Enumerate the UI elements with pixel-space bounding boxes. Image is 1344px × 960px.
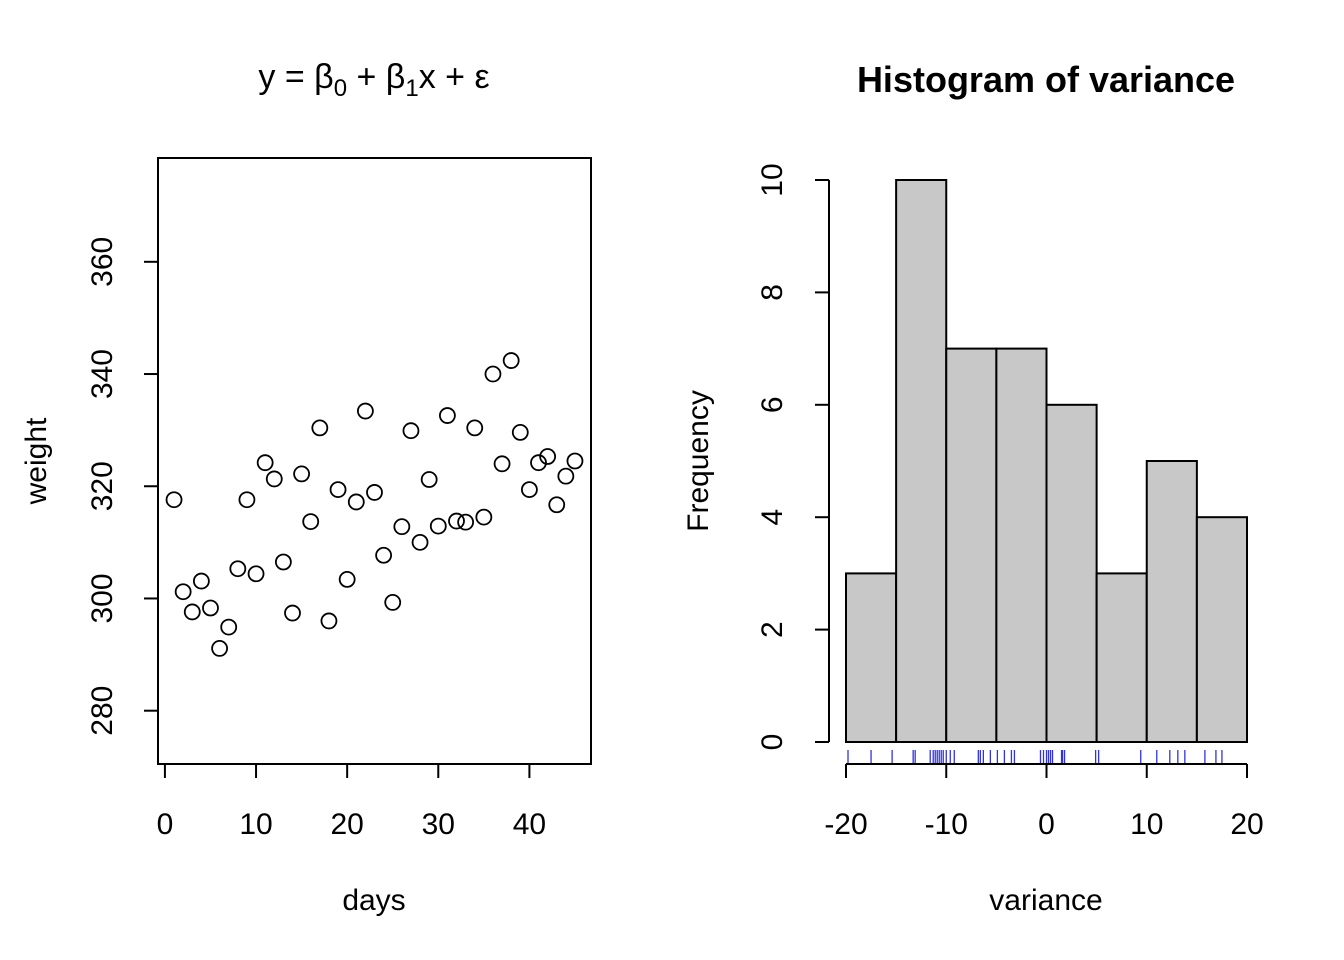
scatter-point bbox=[448, 512, 465, 530]
histogram-x-axis: -20 -10 0 10 20 bbox=[824, 763, 1264, 841]
scatter-point bbox=[420, 471, 438, 488]
scatter-y-tick-label: 340 bbox=[86, 349, 119, 399]
title-sub-1: 1 bbox=[405, 75, 418, 102]
scatter-point bbox=[284, 604, 301, 622]
scatter-point bbox=[438, 407, 456, 424]
histogram-rug bbox=[847, 750, 1223, 764]
histogram-bars bbox=[845, 179, 1248, 744]
scatter-point bbox=[466, 419, 484, 437]
histogram-bar bbox=[845, 572, 898, 744]
scatter-point bbox=[338, 570, 356, 588]
scatter-point bbox=[183, 603, 201, 621]
histogram-bar bbox=[1045, 403, 1098, 743]
scatter-point bbox=[274, 553, 292, 571]
histogram-x-tick-label: 10 bbox=[1130, 808, 1163, 841]
scatter-point bbox=[484, 365, 502, 383]
histogram-bar bbox=[1145, 460, 1198, 743]
scatter-point bbox=[530, 454, 547, 472]
scatter-x-axis: 0 10 20 30 40 bbox=[157, 763, 546, 841]
histogram-x-tick-label: -10 bbox=[925, 808, 968, 841]
scatter-point bbox=[302, 513, 320, 530]
scatter-y-label: weight bbox=[20, 417, 53, 505]
scatter-x-tick-label: 10 bbox=[239, 808, 272, 841]
scatter-x-tick-label: 0 bbox=[157, 808, 174, 841]
histogram-x-tick-label: 20 bbox=[1230, 808, 1263, 841]
scatter-points bbox=[165, 352, 584, 657]
scatter-point bbox=[192, 572, 210, 590]
scatter-point bbox=[411, 533, 429, 551]
scatter-point bbox=[202, 599, 219, 617]
scatter-x-tick-label: 20 bbox=[330, 808, 363, 841]
scatter-point bbox=[393, 518, 411, 536]
title-sub-0: 0 bbox=[334, 75, 347, 102]
scatter-y-axis: 280 300 320 340 360 bbox=[86, 237, 159, 736]
title-y-beta: y = β bbox=[258, 58, 333, 96]
scatter-x-tick-label: 30 bbox=[422, 808, 455, 841]
histogram-x-tick-label: 0 bbox=[1038, 808, 1055, 841]
scatter-point bbox=[329, 481, 347, 499]
histogram-bar bbox=[945, 347, 998, 743]
scatter-x-label: days bbox=[342, 884, 405, 917]
scatter-point bbox=[511, 423, 529, 441]
scatter-point bbox=[347, 493, 365, 511]
histogram-panel: Histogram of variance -20 -10 0 10 20 0 2 4 6 8 1… bbox=[682, 59, 1264, 917]
histogram-bar bbox=[1095, 572, 1148, 744]
histogram-bar bbox=[1195, 516, 1248, 744]
scatter-panel: y = β0 + β1x + ε 0 10 20 30 40 2803003203403… bbox=[20, 58, 592, 917]
scatter-point bbox=[548, 496, 566, 514]
histogram-y-tick-label: 2 bbox=[756, 621, 789, 638]
histogram-title: Histogram of variance bbox=[857, 59, 1235, 100]
scatter-y-tick-label: 300 bbox=[86, 573, 119, 623]
scatter-point bbox=[247, 565, 265, 583]
scatter-title: y = β0 + β1x + ε bbox=[258, 58, 489, 102]
scatter-point bbox=[211, 640, 228, 657]
scatter-point bbox=[265, 470, 283, 488]
scatter-point bbox=[320, 612, 338, 630]
histogram-y-label: Frequency bbox=[682, 390, 715, 532]
scatter-point bbox=[311, 419, 329, 437]
histogram-y-tick-label: 0 bbox=[756, 734, 789, 751]
histogram-y-tick-label: 6 bbox=[756, 396, 789, 413]
scatter-y-tick-label: 320 bbox=[86, 461, 119, 511]
histogram-x-tick-label: -20 bbox=[824, 808, 867, 841]
scatter-point bbox=[402, 422, 420, 440]
scatter-point bbox=[238, 491, 256, 509]
scatter-point bbox=[521, 481, 538, 499]
scatter-point bbox=[475, 508, 493, 526]
scatter-point bbox=[174, 583, 192, 601]
histogram-y-axis: 0 2 4 6 8 10 bbox=[756, 163, 830, 751]
scatter-point bbox=[375, 546, 393, 564]
scatter-point bbox=[165, 491, 183, 509]
scatter-point bbox=[220, 618, 238, 636]
scatter-plot-box bbox=[157, 157, 592, 765]
histogram-y-tick-label: 10 bbox=[756, 163, 789, 196]
scatter-point bbox=[229, 560, 247, 578]
histogram-y-tick-label: 4 bbox=[756, 509, 789, 526]
histogram-y-tick-label: 8 bbox=[756, 284, 789, 301]
histogram-bar bbox=[895, 179, 948, 743]
scatter-y-tick-label: 280 bbox=[86, 686, 119, 736]
histogram-bar bbox=[995, 347, 1048, 743]
title-rest: x + ε bbox=[419, 58, 490, 96]
scatter-point bbox=[366, 484, 383, 501]
scatter-point bbox=[557, 467, 575, 485]
title-plus-beta: + β bbox=[347, 58, 405, 96]
scatter-point bbox=[457, 513, 475, 531]
scatter-point bbox=[256, 454, 274, 472]
scatter-point bbox=[493, 455, 511, 473]
scatter-point bbox=[293, 465, 311, 483]
scatter-point bbox=[539, 448, 557, 465]
scatter-point bbox=[356, 402, 374, 420]
scatter-point bbox=[502, 352, 520, 369]
scatter-y-tick-label: 360 bbox=[86, 237, 119, 287]
scatter-point bbox=[429, 517, 447, 535]
scatter-point bbox=[384, 594, 402, 611]
scatter-x-tick-label: 40 bbox=[513, 808, 546, 841]
scatter-point bbox=[566, 452, 584, 470]
histogram-x-label: variance bbox=[989, 884, 1102, 917]
